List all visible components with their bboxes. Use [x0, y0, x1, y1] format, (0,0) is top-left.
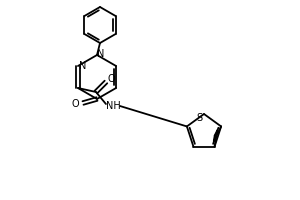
Text: O: O [71, 99, 79, 109]
Text: N: N [97, 49, 105, 59]
Text: O: O [107, 74, 115, 84]
Text: S: S [196, 113, 202, 123]
Text: N: N [79, 61, 87, 71]
Text: NH: NH [106, 101, 120, 111]
